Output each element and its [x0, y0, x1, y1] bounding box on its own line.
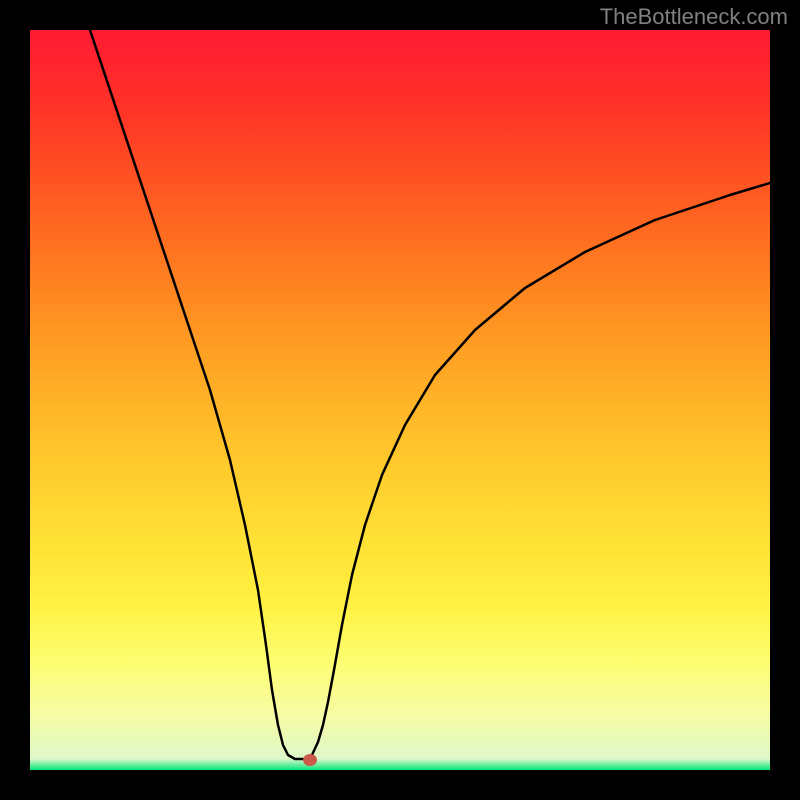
watermark-text: TheBottleneck.com	[600, 4, 788, 30]
bottleneck-curve	[30, 30, 770, 770]
chart-plot-area	[30, 30, 770, 770]
optimum-marker	[303, 754, 317, 766]
curve-path	[90, 30, 770, 759]
